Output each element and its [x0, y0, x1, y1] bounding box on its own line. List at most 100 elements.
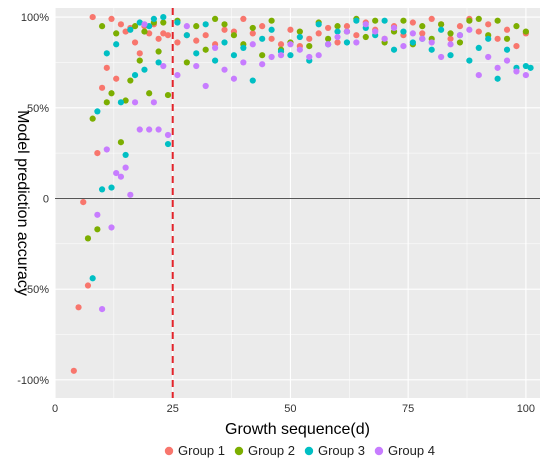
point-group-2	[84, 235, 92, 242]
point-group-4	[522, 72, 529, 79]
point-group-4	[438, 53, 445, 61]
point-group-3	[259, 35, 266, 42]
point-group-1	[334, 39, 341, 46]
point-group-1	[84, 282, 92, 289]
point-group-3	[268, 26, 275, 33]
point-group-4	[428, 39, 435, 46]
point-group-1	[447, 35, 454, 42]
point-group-4	[419, 35, 426, 42]
point-group-3	[400, 28, 407, 35]
point-group-3	[428, 46, 435, 53]
point-group-1	[306, 35, 313, 42]
point-group-1	[513, 42, 520, 50]
point-group-4	[475, 72, 482, 79]
point-group-3	[240, 44, 247, 52]
point-group-2	[136, 57, 143, 64]
y-tick-label: 0	[43, 193, 49, 205]
point-group-4	[287, 41, 294, 48]
point-group-2	[164, 91, 172, 99]
point-group-1	[98, 84, 106, 91]
point-group-4	[108, 224, 115, 231]
point-group-1	[268, 35, 275, 42]
point-group-1	[240, 15, 247, 22]
point-group-3	[150, 15, 157, 22]
point-group-2	[249, 24, 256, 32]
point-group-1	[89, 13, 96, 21]
point-group-3	[103, 50, 110, 57]
point-group-3	[146, 23, 153, 30]
legend-label-group-1: Group 1	[178, 443, 225, 458]
point-group-4	[98, 306, 106, 313]
point-group-4	[249, 41, 256, 48]
point-group-4	[230, 75, 238, 82]
point-group-4	[494, 64, 501, 71]
point-group-2	[146, 90, 153, 97]
point-group-1	[160, 30, 167, 37]
point-group-4	[240, 59, 247, 66]
point-group-1	[277, 41, 285, 48]
point-group-2	[94, 226, 101, 233]
point-group-3	[127, 26, 134, 33]
point-group-4	[160, 62, 167, 70]
point-group-1	[456, 23, 464, 30]
point-group-1	[343, 23, 351, 30]
point-group-3	[494, 75, 501, 82]
x-tick-label: 75	[402, 403, 414, 415]
point-group-3	[108, 184, 115, 191]
y-tick-label: 50%	[27, 103, 49, 115]
point-group-1	[94, 150, 101, 157]
point-group-2	[155, 48, 162, 55]
point-group-3	[390, 46, 398, 53]
point-group-2	[447, 30, 454, 37]
point-group-1	[108, 15, 115, 22]
point-group-2	[466, 17, 473, 24]
point-group-2	[503, 35, 511, 42]
legend-key-group-4	[374, 446, 384, 456]
point-group-1	[315, 30, 322, 37]
legend: Group 1 Group 2 Group 3 Group 4	[164, 443, 435, 458]
point-group-2	[160, 19, 167, 26]
point-group-4	[122, 164, 129, 171]
point-group-1	[221, 26, 228, 33]
y-tick-label: 100%	[21, 12, 49, 24]
point-group-4	[174, 72, 181, 79]
point-group-2	[306, 42, 313, 50]
point-group-1	[131, 39, 139, 46]
point-group-4	[400, 42, 407, 50]
point-group-4	[447, 41, 454, 48]
point-group-3	[466, 57, 473, 64]
point-group-1	[70, 367, 77, 374]
point-group-4	[325, 41, 332, 48]
point-group-4	[306, 53, 313, 61]
point-group-2	[456, 39, 464, 46]
x-tick-label: 0	[52, 403, 58, 415]
point-group-4	[390, 24, 398, 32]
x-axis-title: Growth sequence(d)	[225, 421, 370, 438]
point-group-3	[136, 19, 143, 26]
point-group-2	[268, 17, 275, 24]
point-group-4	[221, 66, 228, 73]
point-group-3	[527, 64, 534, 71]
point-group-1	[287, 26, 294, 33]
point-group-2	[522, 28, 529, 35]
point-group-3	[221, 39, 228, 46]
point-group-1	[202, 32, 209, 39]
legend-key-group-3	[304, 446, 314, 456]
point-group-4	[202, 82, 209, 90]
point-group-3	[113, 41, 120, 48]
point-group-3	[183, 32, 190, 39]
point-group-1	[409, 19, 416, 26]
legend-label-group-2: Group 2	[248, 443, 295, 458]
point-group-2	[362, 33, 369, 41]
point-group-3	[287, 52, 294, 59]
point-group-4	[513, 68, 520, 75]
point-group-3	[343, 39, 351, 46]
point-group-4	[485, 53, 492, 61]
point-group-4	[131, 99, 139, 106]
point-group-3	[155, 59, 162, 66]
point-group-2	[122, 97, 129, 104]
point-group-4	[259, 61, 266, 68]
point-group-4	[136, 126, 143, 133]
point-group-2	[131, 23, 139, 30]
